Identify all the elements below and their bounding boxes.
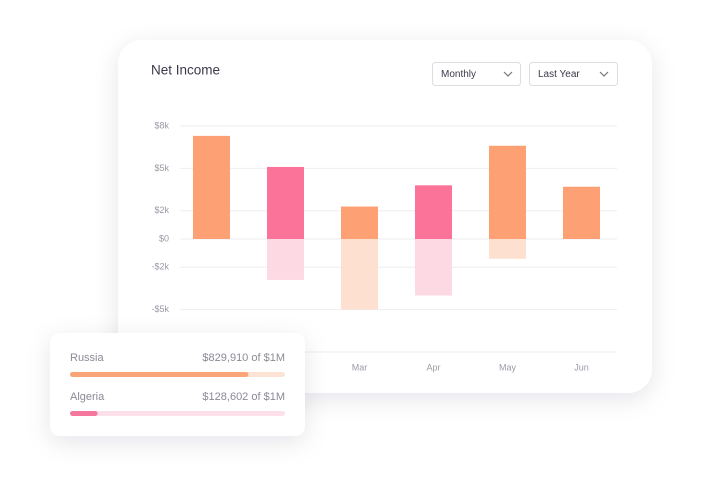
progress-card: Russia $829,910 of $1M Algeria $128,602 of … [50, 333, 305, 436]
bar [489, 239, 526, 259]
y-tick-label: $8k [154, 120, 169, 130]
chevron [599, 71, 609, 77]
card-background [50, 333, 305, 436]
bar [415, 239, 452, 296]
bar [193, 135, 230, 239]
range-dropdown[interactable]: Last Year [529, 62, 618, 86]
period-dropdown[interactable]: Monthly [432, 62, 521, 86]
progress-fill [70, 372, 249, 377]
x-tick-label: Jun [574, 362, 589, 372]
y-tick-label: -$2k [151, 262, 169, 272]
bar [563, 186, 600, 239]
bar [341, 206, 378, 239]
dropdown-label[interactable]: Monthly [441, 69, 476, 80]
bar [489, 145, 526, 239]
chart-card: Net Income Monthly Last Year [118, 40, 652, 393]
x-tick-label: May [499, 362, 517, 372]
bar [267, 239, 304, 280]
bar [341, 239, 378, 310]
dropdown-box[interactable] [529, 62, 618, 86]
x-tick-label: Mar [352, 362, 368, 372]
dropdown-label[interactable]: Last Year [538, 69, 580, 80]
y-tick-label: $5k [154, 163, 169, 173]
y-tick-label: -$5k [151, 304, 169, 314]
dropdown-box[interactable] [432, 62, 521, 86]
plot: $8k $5k $2k $0 -$2k -$5k Mar Apr May Jun [151, 120, 617, 372]
y-tick-label: $0 [159, 233, 169, 243]
y-tick-label: $2k [154, 205, 169, 215]
progress-label: $128,602 of $1M [202, 391, 285, 403]
x-tick-label: Apr [426, 362, 440, 372]
progress-track [70, 411, 285, 416]
chart-title: Net Income [151, 63, 220, 78]
progress-label: $829,910 of $1M [202, 352, 285, 364]
country-name: Russia [70, 352, 105, 364]
chevron [503, 71, 513, 77]
bar [267, 166, 304, 239]
progress-fill [70, 411, 98, 416]
country-name: Algeria [70, 391, 105, 403]
card-background [118, 40, 652, 393]
bar [415, 185, 452, 239]
